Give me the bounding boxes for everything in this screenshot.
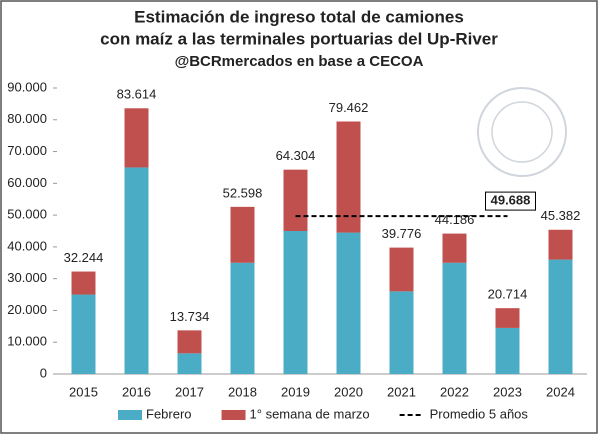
- bar-segment: [124, 108, 149, 168]
- bar-segment: [548, 259, 573, 374]
- x-tick-label: 2023: [493, 384, 522, 399]
- watermark: [477, 87, 567, 177]
- total-label: 64.304: [276, 148, 316, 163]
- bar-segment: [71, 271, 96, 295]
- bar-segment: [495, 327, 520, 374]
- total-label: 32.244: [64, 250, 104, 265]
- y-tick-label: 90.000: [7, 79, 47, 94]
- chart-title: Estimación de ingreso total de camiones: [134, 7, 464, 26]
- bar-segment: [230, 206, 255, 263]
- total-label: 39.776: [382, 226, 422, 241]
- total-label: 13.734: [170, 309, 210, 324]
- x-tick-label: 2018: [228, 384, 257, 399]
- x-tick-label: 2021: [387, 384, 416, 399]
- bar-segment: [283, 169, 308, 231]
- y-tick-label: 70.000: [7, 143, 47, 158]
- x-tick-label: 2022: [440, 384, 469, 399]
- x-tick-label: 2017: [175, 384, 204, 399]
- total-label: 83.614: [117, 87, 157, 102]
- legend-label: 1° semana de marzo: [250, 406, 370, 421]
- bar-segment: [442, 233, 467, 263]
- y-tick-label: 50.000: [7, 207, 47, 222]
- bar-segment: [389, 247, 414, 292]
- average-box: [485, 191, 536, 211]
- legend-swatch: [221, 410, 246, 420]
- total-label: 44.186: [435, 212, 475, 227]
- total-label: 20.714: [488, 287, 528, 302]
- bar-segment: [336, 232, 361, 374]
- bar-segment: [548, 229, 573, 260]
- y-tick-label: 0: [40, 365, 47, 380]
- chart-subtitle: @BCRmercados en base a CECOA: [175, 53, 424, 70]
- total-label: 45.382: [541, 208, 581, 223]
- bar-segment: [283, 231, 308, 374]
- bar-segment: [230, 262, 255, 374]
- x-tick-label: 2015: [69, 384, 98, 399]
- bar-segment: [495, 308, 520, 328]
- bar-segment: [71, 294, 96, 374]
- legend-swatch: [118, 410, 142, 420]
- bar-segment: [389, 291, 414, 374]
- legend-label: Promedio 5 años: [430, 406, 529, 421]
- bar-segment: [336, 121, 361, 233]
- legend-label: Febrero: [146, 406, 192, 421]
- y-tick-label: 80.000: [7, 111, 47, 126]
- bar-segment: [177, 330, 202, 354]
- total-label: 79.462: [329, 100, 369, 115]
- y-tick-label: 20.000: [7, 302, 47, 317]
- total-label: 52.598: [223, 185, 263, 200]
- y-tick-label: 60.000: [7, 175, 47, 190]
- average-label: 49.688: [491, 193, 531, 208]
- bar-segment: [177, 353, 202, 374]
- x-tick-label: 2024: [546, 384, 575, 399]
- x-tick-label: 2019: [281, 384, 310, 399]
- y-tick-label: 30.000: [7, 270, 47, 285]
- watermark: [491, 101, 553, 163]
- y-tick-label: 10.000: [7, 334, 47, 349]
- x-tick-label: 2016: [122, 384, 151, 399]
- bar-segment: [442, 262, 467, 374]
- bar-segment: [124, 167, 149, 374]
- chart-title: con maíz a las terminales portuarias del…: [100, 29, 498, 48]
- x-tick-label: 2020: [334, 384, 363, 399]
- y-tick-label: 40.000: [7, 238, 47, 253]
